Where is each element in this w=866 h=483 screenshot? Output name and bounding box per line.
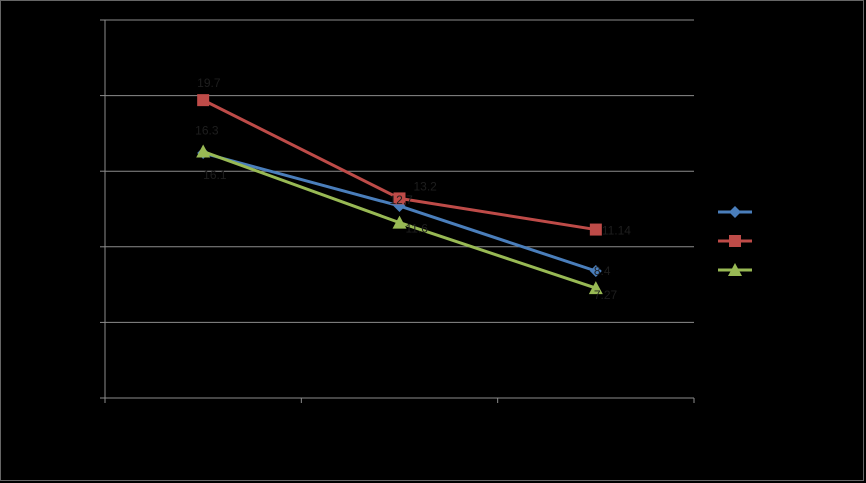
data-label: 7.27: [594, 288, 618, 302]
data-point-triangle: [392, 215, 407, 229]
data-point-diamond: [729, 206, 741, 218]
data-label: 16.1: [203, 168, 227, 182]
data-label: 11.6: [406, 222, 429, 236]
data-point-triangle: [196, 144, 211, 158]
data-label: 16.3: [195, 124, 219, 138]
data-point-square: [197, 94, 210, 107]
axes: [100, 19, 695, 403]
series-group: [196, 94, 603, 295]
legend: [718, 206, 752, 276]
data-labels: 16.1 12.7 8.4 19.7 13.2 11.14 16.3 11.6 7.27: [195, 76, 631, 302]
data-point-square: [393, 192, 406, 205]
data-point-triangle: [588, 281, 603, 295]
data-point-square: [589, 223, 602, 236]
data-point-diamond: [589, 264, 602, 277]
data-point-square: [729, 235, 741, 247]
data-label: 13.2: [414, 179, 438, 193]
data-label: 12.7: [390, 193, 414, 207]
data-label: 8.4: [594, 264, 611, 278]
data-label: 11.14: [602, 224, 631, 238]
data-label: 19.7: [197, 76, 221, 90]
data-point-triangle: [728, 263, 742, 276]
